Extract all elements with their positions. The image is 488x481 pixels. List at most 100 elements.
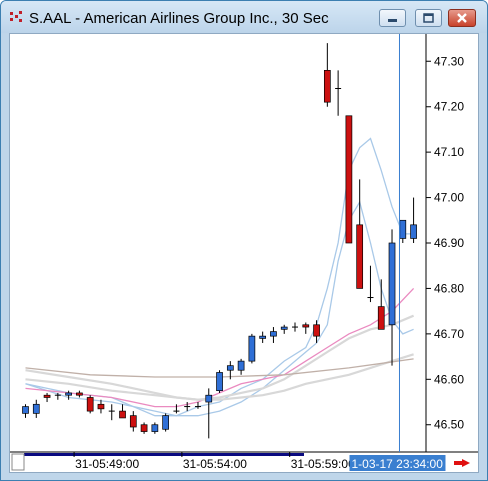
candle [129, 411, 137, 432]
candle-body-up [216, 372, 223, 392]
scroll-handle[interactable] [11, 453, 25, 471]
candle [162, 413, 169, 432]
candle-body-up [226, 365, 234, 371]
minimize-button[interactable] [379, 9, 406, 27]
price-tick-label: 46.50 [434, 418, 464, 432]
candle [226, 361, 234, 380]
candle [302, 322, 310, 334]
candle-body-up [399, 219, 407, 239]
candle [22, 404, 29, 418]
candle-body-up [410, 224, 417, 239]
candle [65, 390, 72, 400]
price-tick-label: 47.00 [434, 191, 464, 205]
scroll-bar-track[interactable] [24, 453, 304, 456]
time-tick-label: 31-05:59:00 [291, 457, 355, 471]
maximize-icon [423, 13, 434, 23]
chart-background [10, 34, 478, 472]
candle-body-down [129, 415, 137, 428]
candle [54, 392, 61, 400]
candle-body-down [302, 324, 310, 328]
moving-average-line-2 [25, 200, 414, 417]
candle [194, 402, 201, 409]
candle [43, 392, 51, 403]
candle [313, 320, 320, 343]
candle-body-down [86, 397, 94, 412]
candle-body-down [119, 410, 126, 419]
maximize-button[interactable] [415, 9, 442, 27]
candle [76, 390, 83, 398]
moving-average-line-3 [25, 287, 415, 408]
candle [32, 399, 40, 418]
candle-body-down [323, 69, 331, 103]
candle [335, 70, 342, 116]
moving-average-line-1 [25, 137, 414, 417]
candle [184, 402, 191, 412]
candle [323, 43, 331, 107]
candle [151, 422, 159, 434]
candle [270, 327, 277, 343]
moving-average-line-4 [25, 314, 415, 401]
candle [173, 404, 180, 414]
price-tick-label: 47.30 [434, 54, 464, 68]
candle [205, 388, 213, 439]
candle [97, 399, 105, 414]
candle-body-up [237, 360, 245, 371]
candle-body-down [377, 306, 385, 330]
time-tick-label: 31-05:49:00 [75, 457, 139, 471]
candle [377, 279, 385, 330]
candle [237, 358, 245, 375]
cursor-time-badge [349, 455, 446, 471]
cursor-time-label: 1-03-17 23:34:00 [351, 457, 443, 471]
candle-body-up [22, 406, 29, 414]
candle-body-up [205, 394, 213, 403]
candle-body-down [313, 324, 320, 337]
candle-body-up [280, 326, 288, 330]
candle [108, 404, 115, 421]
close-icon [457, 13, 467, 23]
candle [280, 324, 288, 334]
candle [292, 322, 298, 332]
candle-body-down [345, 115, 353, 244]
candle [345, 115, 353, 244]
candle-body-up [32, 403, 40, 414]
price-tick-label: 46.80 [434, 281, 464, 295]
candle-body-down [140, 424, 148, 432]
candle-body-up [248, 335, 256, 362]
candle [410, 197, 417, 243]
candle [140, 422, 148, 434]
candle-body-down [356, 224, 364, 289]
title-bar[interactable]: S.AAL - American Airlines Group Inc., 30… [1, 1, 487, 33]
candle [119, 404, 126, 419]
price-tick-label: 47.10 [434, 145, 464, 159]
candle-body-down [43, 394, 51, 398]
candle-body-up [388, 242, 396, 326]
candle-body-up [151, 424, 159, 432]
price-tick-label: 46.70 [434, 327, 464, 341]
candle [388, 229, 396, 366]
candle-body-up [259, 335, 267, 339]
candle [216, 370, 223, 393]
candle-body-up [162, 415, 169, 430]
minimize-icon [388, 19, 397, 22]
candle-body-up [270, 331, 277, 337]
close-button[interactable] [448, 9, 476, 27]
price-tick-label: 46.60 [434, 372, 464, 386]
time-tick-label: 31-05:54:00 [183, 457, 247, 471]
window-title: S.AAL - American Airlines Group Inc., 30… [29, 10, 329, 27]
chart-app-icon [10, 11, 22, 22]
chart-area[interactable]: 47.30 47.20 47.10 47.00 46.90 46.80 46.70 46.60… [9, 33, 479, 473]
moving-average-line-5 [25, 353, 414, 401]
candle [86, 395, 94, 414]
candle-body-down [97, 403, 105, 410]
candle [367, 265, 374, 303]
candle [259, 331, 267, 343]
candle-body-down [76, 392, 83, 396]
candle [248, 333, 256, 364]
price-tick-label: 46.90 [434, 236, 464, 250]
price-tick-label: 47.20 [434, 100, 464, 114]
candle-body-up [65, 392, 72, 396]
candle [356, 179, 364, 289]
scroll-right-arrow-icon[interactable] [454, 459, 470, 467]
candlestick-chart[interactable]: 47.30 47.20 47.10 47.00 46.90 46.80 46.70 46.60… [10, 34, 478, 472]
